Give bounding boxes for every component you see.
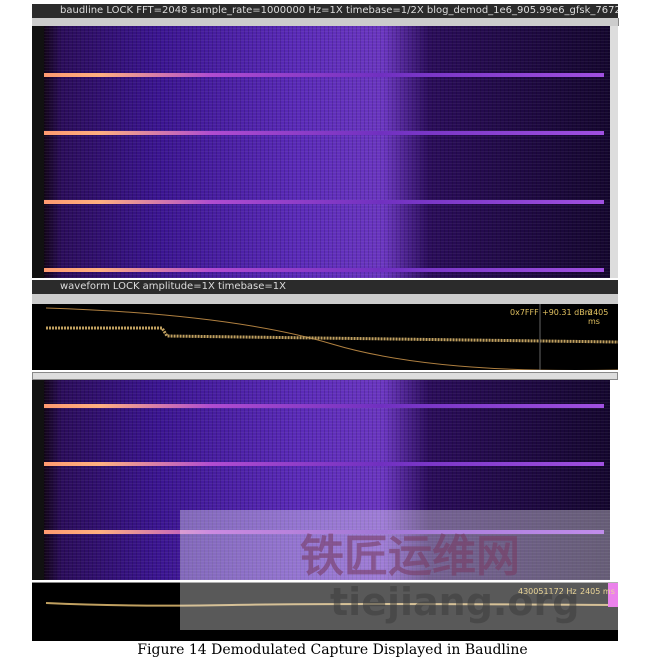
color-bar	[608, 583, 618, 607]
scrollbar[interactable]	[610, 26, 618, 278]
spectrogram	[44, 26, 610, 278]
envelope	[45, 307, 619, 371]
watermark-url: tiejiang.org	[330, 580, 580, 624]
watermark-cn: 铁匠运维网	[300, 531, 520, 582]
readout: +90.31 dBm	[542, 308, 593, 317]
waveform-trace	[46, 326, 619, 344]
readout: 430051172 Hz	[518, 587, 577, 596]
spectrum-plot: 430051172 Hz 2405 ms	[32, 582, 619, 641]
ruler	[32, 294, 618, 304]
spectrum-svg	[45, 583, 619, 607]
readout: 2405 ms	[588, 308, 609, 326]
readout: 2405 ms	[580, 587, 615, 596]
spectrum-trace	[45, 602, 619, 607]
waveform-plot: 0x7FFF +90.31 dBm 2405 ms	[32, 304, 619, 371]
title-bar: baudline LOCK FFT=2048 sample_rate=10000…	[32, 4, 618, 18]
waveform-svg	[45, 304, 619, 371]
readout: 0x7FFF	[510, 308, 539, 317]
watermark-box: 铁匠运维网 tiejiang.org	[180, 510, 650, 630]
h-scrollbar[interactable]	[32, 372, 618, 380]
caption: Figure 14 Demodulated Capture Displayed …	[137, 642, 528, 658]
title-bar: waveform LOCK amplitude=1X timebase=1X	[32, 280, 618, 294]
window-title: baudline LOCK FFT=2048 sample_rate=10000…	[60, 5, 618, 16]
spectrogram	[44, 380, 610, 580]
waveform-title: waveform LOCK amplitude=1X timebase=1X	[60, 281, 287, 292]
freq-ruler	[32, 18, 619, 26]
